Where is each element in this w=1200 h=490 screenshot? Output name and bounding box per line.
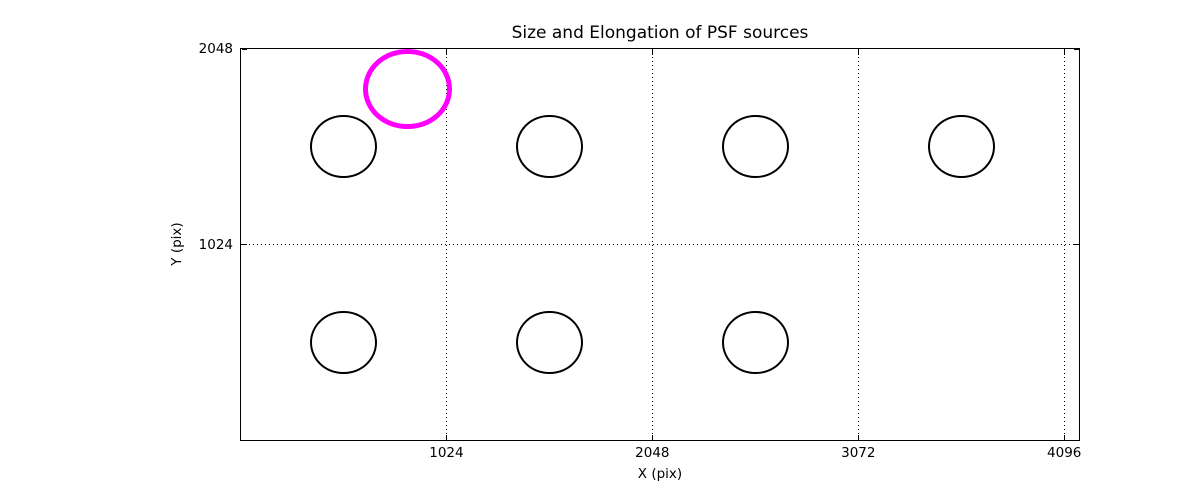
- tick-x-bottom-4096: [1063, 434, 1065, 440]
- x-axis-label: X (pix): [637, 466, 683, 482]
- tick-x-bottom-3072: [857, 434, 859, 440]
- psf-source-ellipse: [310, 310, 377, 375]
- x-tick-label-3072: 3072: [841, 445, 876, 461]
- tick-x-top-4096: [1063, 49, 1065, 55]
- tick-x-top-3072: [857, 49, 859, 55]
- psf-source-ellipse: [722, 114, 789, 179]
- chart-title: Size and Elongation of PSF sources: [511, 23, 809, 43]
- psf-source-ellipse: [310, 114, 377, 179]
- tick-y-left-1024: [241, 244, 247, 245]
- tick-x-bottom-1024: [445, 434, 447, 440]
- tick-x-top-1024: [445, 49, 447, 55]
- tick-y-right-1024: [1073, 244, 1079, 245]
- y-tick-label-2048: 2048: [198, 40, 233, 57]
- x-tick-label-1024: 1024: [429, 445, 464, 461]
- tick-x-top-2048: [651, 49, 653, 55]
- psf-source-ellipse: [927, 114, 995, 179]
- x-tick-label-4096: 4096: [1047, 445, 1082, 461]
- x-tick-label-2048: 2048: [635, 445, 670, 461]
- tick-y-left-2048: [241, 49, 247, 50]
- highlighted-psf-ellipse: [363, 48, 452, 129]
- psf-source-ellipse: [516, 310, 583, 375]
- y-tick-label-1024: 1024: [198, 236, 233, 253]
- tick-y-right-2048: [1073, 49, 1079, 50]
- tick-x-bottom-2048: [651, 434, 653, 440]
- gridline-y-1024: [240, 244, 1080, 245]
- psf-source-ellipse: [722, 310, 789, 375]
- psf-source-ellipse: [516, 114, 583, 179]
